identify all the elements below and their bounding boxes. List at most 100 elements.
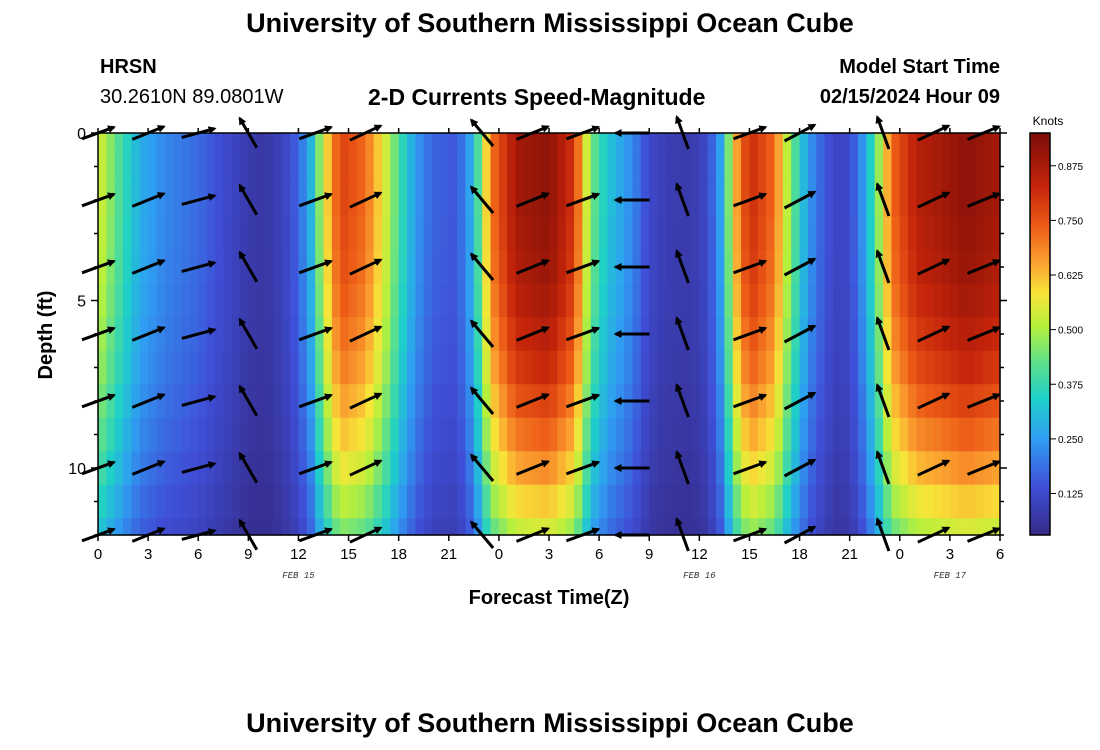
heatmap-cell xyxy=(724,283,734,318)
colorbar-ticks: 0.125 0.250 0.375 0.500 0.625 0.750 0.875 xyxy=(1050,162,1083,500)
heatmap-cell xyxy=(440,350,450,385)
x-tick-label: 9 xyxy=(244,546,252,563)
heatmap-cell xyxy=(607,133,617,151)
heatmap-cell xyxy=(256,216,266,251)
current-vector-arrow xyxy=(917,459,951,477)
heatmap-cell xyxy=(290,350,300,385)
heatmap-cell xyxy=(156,250,166,285)
heatmap-cell xyxy=(123,350,133,385)
heatmap-cell xyxy=(156,183,166,218)
heatmap-cell xyxy=(549,317,558,352)
heatmap-cell xyxy=(214,484,224,519)
heatmap-cell xyxy=(239,216,249,251)
heatmap-cell xyxy=(515,149,525,184)
heatmap-cell xyxy=(273,317,283,352)
heatmap-cell xyxy=(874,451,884,486)
heatmap-cell xyxy=(532,317,542,352)
heatmap-cell xyxy=(974,350,984,385)
heatmap-cell xyxy=(206,216,216,251)
heatmap-cell xyxy=(665,451,675,486)
heatmap-cell xyxy=(582,518,592,536)
heatmap-cell xyxy=(390,283,400,318)
heatmap-cell xyxy=(891,417,901,452)
heatmap-cell xyxy=(114,518,124,536)
heatmap-cell xyxy=(473,133,483,151)
heatmap-cell xyxy=(674,149,684,184)
heatmap-cell xyxy=(365,317,375,352)
heatmap-cell xyxy=(682,484,692,519)
heatmap-cell xyxy=(883,183,893,218)
heatmap-cell xyxy=(816,317,826,352)
heatmap-cell xyxy=(365,149,375,184)
x-tick-label: 21 xyxy=(440,546,457,563)
heatmap-cell xyxy=(482,216,492,251)
heatmap-cell xyxy=(515,216,525,251)
heatmap-cell xyxy=(290,149,300,184)
heatmap-cell xyxy=(866,350,876,385)
heatmap-cell xyxy=(724,216,734,251)
heatmap-cell xyxy=(381,216,391,251)
heatmap-cell xyxy=(866,484,876,519)
heatmap-cell xyxy=(189,417,199,452)
heatmap-cell xyxy=(440,216,450,251)
heatmap-cell xyxy=(832,283,842,318)
heatmap-cell xyxy=(306,350,316,385)
heatmap-cell xyxy=(315,317,325,352)
heatmap-cell xyxy=(298,317,308,352)
heatmap-cell xyxy=(599,384,609,419)
heatmap-cell xyxy=(766,350,776,385)
heatmap-cell xyxy=(298,149,308,184)
heatmap-cell xyxy=(206,384,216,419)
current-vector-arrow xyxy=(131,192,166,208)
heatmap-cell xyxy=(231,283,241,318)
heatmap-cell xyxy=(832,518,842,536)
heatmap-cell xyxy=(649,518,659,536)
heatmap-cell xyxy=(198,484,208,519)
heatmap-cell xyxy=(807,451,817,486)
heatmap-cell xyxy=(749,216,759,251)
heatmap-cell xyxy=(532,350,542,385)
heatmap-cell xyxy=(974,133,984,151)
heatmap-cell xyxy=(807,350,817,385)
heatmap-cell xyxy=(891,484,901,519)
x-tick-label: 3 xyxy=(946,546,954,563)
heatmap-cell xyxy=(498,518,508,536)
heatmap-cell xyxy=(223,451,233,486)
heatmap-cell xyxy=(590,183,600,218)
heatmap-cell xyxy=(315,250,325,285)
heatmap-cell xyxy=(732,317,742,352)
heatmap-cell xyxy=(156,317,166,352)
heatmap-cell xyxy=(991,133,1001,151)
heatmap-cell xyxy=(457,484,467,519)
heatmap-cell xyxy=(131,183,141,218)
heatmap-cell xyxy=(983,216,993,251)
model-start-label: Model Start Time xyxy=(839,56,1000,78)
heatmap-cell xyxy=(565,518,575,536)
heatmap-cell xyxy=(690,417,700,452)
heatmap-cell xyxy=(265,149,274,184)
heatmap-cell xyxy=(807,133,817,151)
heatmap-cell xyxy=(791,216,801,251)
current-vector-arrow xyxy=(238,451,259,484)
current-vector-arrow xyxy=(875,249,891,284)
heatmap-cell xyxy=(523,417,533,452)
heatmap-cell xyxy=(482,384,492,419)
heatmap-cell xyxy=(832,317,842,352)
heatmap-cell xyxy=(707,451,717,486)
heatmap-cell xyxy=(766,250,776,285)
heatmap-cell xyxy=(874,417,884,452)
heatmap-cell xyxy=(106,518,116,536)
heatmap-cell xyxy=(958,250,968,285)
heatmap-cell xyxy=(607,149,617,184)
x-tick-label: 6 xyxy=(996,546,1004,563)
heatmap-cell xyxy=(774,216,784,251)
heatmap-cell xyxy=(265,484,274,519)
heatmap-cell xyxy=(381,350,391,385)
heatmap-cell xyxy=(281,317,291,352)
heatmap-cell xyxy=(549,250,558,285)
heatmap-cell xyxy=(164,518,174,536)
heatmap-cell xyxy=(858,183,867,218)
heatmap-cell xyxy=(490,350,500,385)
heatmap-cell xyxy=(565,216,575,251)
heatmap-cell xyxy=(540,518,550,536)
